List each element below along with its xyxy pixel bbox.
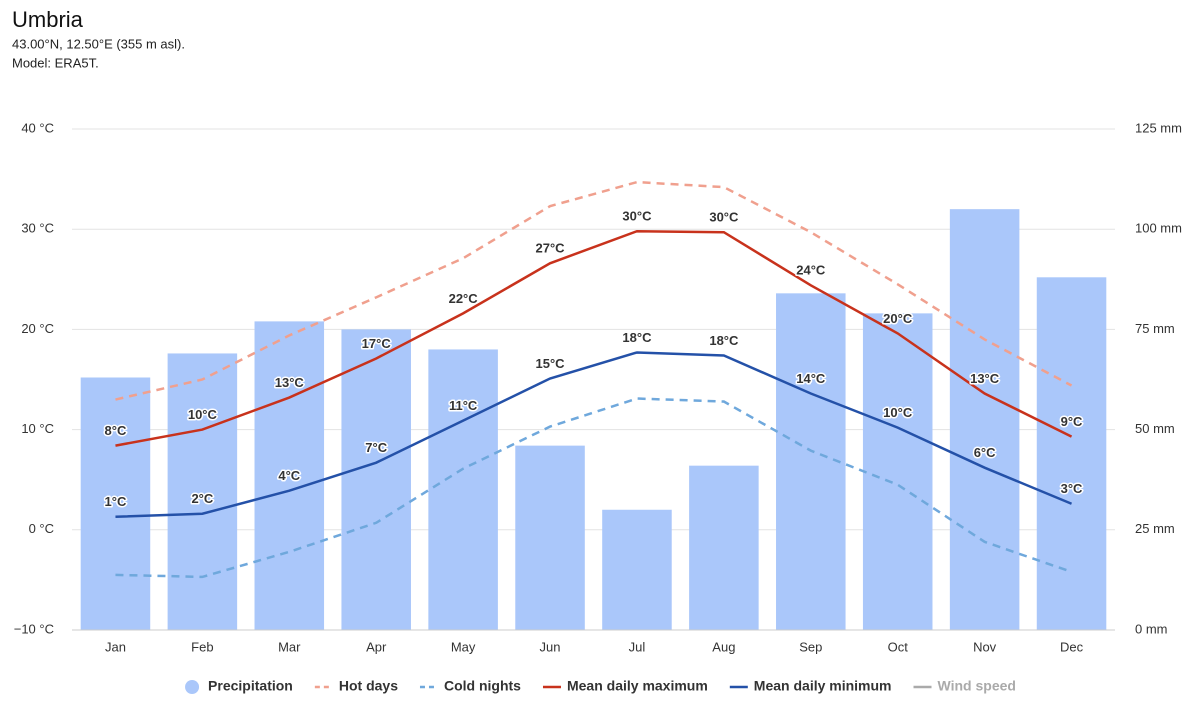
x-tick-label: Jul [629, 639, 646, 654]
data-label: 8°C [105, 423, 127, 438]
legend-label: Wind speed [938, 678, 1016, 694]
y-tick-label: 20 °C [21, 321, 54, 336]
bar [862, 313, 933, 630]
x-tick-label: Oct [888, 639, 909, 654]
bar [254, 321, 325, 630]
x-tick-label: Apr [366, 639, 387, 654]
bar [80, 377, 151, 630]
data-label: 13°C [275, 375, 305, 390]
data-label: 18°C [622, 330, 652, 345]
bar [949, 209, 1020, 630]
y-tick-label: 10 °C [21, 421, 54, 436]
chart-subtitle: Model: ERA5T. [12, 55, 99, 70]
y2-tick-label: 100 mm [1135, 221, 1182, 236]
x-tick-label: Nov [973, 639, 997, 654]
bar [602, 509, 672, 630]
data-label: 6°C [974, 445, 996, 460]
bar [341, 329, 411, 630]
data-label: 22°C [449, 291, 479, 306]
y2-tick-label: 125 mm [1135, 120, 1182, 135]
bar [515, 445, 585, 630]
x-tick-label: Jun [540, 639, 561, 654]
y2-tick-label: 25 mm [1135, 521, 1175, 536]
bar [428, 349, 498, 630]
data-label: 11°C [449, 398, 478, 413]
data-label: 13°C [970, 371, 1000, 386]
x-tick-label: Sep [799, 639, 822, 654]
legend-symbol [185, 680, 200, 694]
x-tick-label: Aug [712, 639, 735, 654]
y-tick-label: 0 °C [29, 521, 54, 536]
x-tick-label: May [451, 639, 476, 654]
bar [167, 353, 238, 630]
y2-tick-label: 50 mm [1135, 421, 1175, 436]
x-tick-label: Dec [1060, 639, 1084, 654]
data-label: 10°C [883, 405, 913, 420]
legend-label: Cold nights [444, 678, 521, 694]
y-tick-label: 40 °C [21, 120, 54, 135]
data-label: 30°C [622, 209, 652, 224]
data-label: 2°C [191, 491, 213, 506]
chart-subtitle: 43.00°N, 12.50°E (355 m asl). [12, 36, 185, 51]
legend: Precipitation Hot days Cold nights Mean dai… [185, 678, 1016, 694]
line [115, 229, 1073, 447]
data-label: 30°C [709, 210, 739, 225]
data-label: 20°C [883, 311, 913, 326]
data-label: 1°C [105, 494, 127, 509]
legend-label: Mean daily maximum [567, 678, 708, 694]
data-label: 10°C [188, 407, 218, 422]
bar [1036, 277, 1107, 630]
line [115, 351, 1073, 519]
bar [776, 293, 846, 630]
y-tick-label: −10 °C [14, 621, 54, 636]
line [115, 180, 1073, 401]
data-label: 18°C [709, 333, 739, 348]
x-tick-label: Feb [191, 639, 213, 654]
legend-label: Mean daily minimum [754, 678, 892, 694]
legend-label: Hot days [339, 678, 398, 694]
data-label: 9°C [1061, 414, 1083, 429]
data-label: 27°C [536, 241, 566, 256]
line [115, 397, 1072, 579]
y-tick-label: 30 °C [21, 221, 54, 236]
data-label: 4°C [278, 468, 300, 483]
bar [689, 465, 759, 630]
data-label: 7°C [365, 440, 387, 455]
y2-tick-label: 75 mm [1135, 321, 1175, 336]
chart-title: Umbria [12, 7, 84, 32]
data-label: 24°C [796, 263, 826, 278]
y2-tick-label: 0 mm [1135, 621, 1168, 636]
data-label: 14°C [796, 371, 826, 386]
data-label: 15°C [536, 356, 566, 371]
data-label: 17°C [362, 336, 392, 351]
legend-label: Precipitation [208, 678, 293, 694]
x-tick-label: Mar [278, 639, 301, 654]
data-label: 3°C [1061, 481, 1083, 496]
x-tick-label: Jan [105, 639, 126, 654]
